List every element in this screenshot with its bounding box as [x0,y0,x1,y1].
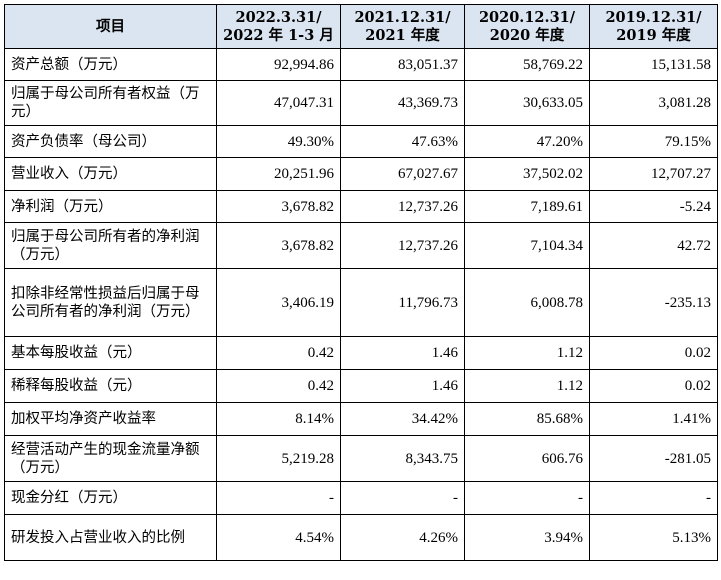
header-2022q1: 2022.3.31/2022 年 1-3 月 [216,4,341,49]
cell-value: -235.13 [589,268,718,337]
cell-value: 30,633.05 [464,80,590,126]
cell-value: 43,369.73 [340,80,465,126]
cell-value: - [464,481,590,515]
cell-value: 6,008.78 [464,268,590,337]
cell-value: -281.05 [589,435,718,482]
cell-value: 20,251.96 [216,157,341,191]
cell-value: 37,502.02 [464,157,590,191]
financial-table: 项目 2022.3.31/2022 年 1-3 月 2021.12.31/202… [4,4,718,561]
cell-value: 12,737.26 [340,222,465,269]
cell-value: 1.12 [464,336,590,370]
cell-value: 15,131.58 [589,48,718,81]
cell-value: 11,796.73 [340,268,465,337]
cell-value: 1.46 [340,336,465,370]
cell-value: 47,047.31 [216,80,341,126]
cell-value: 47.63% [340,125,465,158]
row-label: 扣除非经常性损益后归属于母公司所有者的净利润（万元） [4,268,217,337]
cell-value: 3,406.19 [216,268,341,337]
header-2020: 2020.12.31/2020 年度 [464,4,590,49]
cell-value: 49.30% [216,125,341,158]
row-label: 资产负债率（母公司） [4,125,217,158]
row-label: 研发投入占营业收入的比例 [4,514,217,561]
cell-value: - [589,481,718,515]
cell-value: 0.42 [216,336,341,370]
cell-value: - [340,481,465,515]
cell-value: 1.41% [589,402,718,436]
cell-value: 4.26% [340,514,465,561]
cell-value: 85.68% [464,402,590,436]
cell-value: 4.54% [216,514,341,561]
cell-value: 1.12 [464,369,590,403]
row-label: 稀释每股收益（元） [4,369,217,403]
cell-value: 0.02 [589,336,718,370]
table-row: 经营活动产生的现金流量净额（万元） 5,219.28 8,343.75 606.… [4,435,718,482]
cell-value: 42.72 [589,222,718,269]
table-row: 净利润（万元） 3,678.82 12,737.26 7,189.61 -5.2… [4,190,718,223]
cell-value: 3,081.28 [589,80,718,126]
cell-value: - [216,481,341,515]
cell-value: 7,189.61 [464,190,590,223]
cell-value: 7,104.34 [464,222,590,269]
cell-value: 0.42 [216,369,341,403]
cell-value: 12,737.26 [340,190,465,223]
table-row: 归属于母公司所有者权益（万元） 47,047.31 43,369.73 30,6… [4,80,718,126]
table-row: 资产负债率（母公司） 49.30% 47.63% 47.20% 79.15% [4,125,718,158]
row-label: 资产总额（万元） [4,48,217,81]
cell-value: 58,769.22 [464,48,590,81]
row-label: 营业收入（万元） [4,157,217,191]
table-row: 营业收入（万元） 20,251.96 67,027.67 37,502.02 1… [4,157,718,191]
cell-value: 3,678.82 [216,222,341,269]
cell-value: 0.02 [589,369,718,403]
cell-value: 8.14% [216,402,341,436]
table-row: 稀释每股收益（元） 0.42 1.46 1.12 0.02 [4,369,718,403]
cell-value: 5.13% [589,514,718,561]
cell-value: 92,994.86 [216,48,341,81]
cell-value: 47.20% [464,125,590,158]
cell-value: 3,678.82 [216,190,341,223]
header-row: 项目 2022.3.31/2022 年 1-3 月 2021.12.31/202… [4,4,718,49]
row-label: 净利润（万元） [4,190,217,223]
row-label: 现金分红（万元） [4,481,217,515]
table-row: 归属于母公司所有者的净利润（万元） 3,678.82 12,737.26 7,1… [4,222,718,269]
cell-value: 34.42% [340,402,465,436]
row-label: 归属于母公司所有者的净利润（万元） [4,222,217,269]
table-row: 现金分红（万元） - - - - [4,481,718,515]
cell-value: 8,343.75 [340,435,465,482]
row-label: 加权平均净资产收益率 [4,402,217,436]
cell-value: 83,051.37 [340,48,465,81]
cell-value: 79.15% [589,125,718,158]
row-label: 经营活动产生的现金流量净额（万元） [4,435,217,482]
cell-value: 12,707.27 [589,157,718,191]
header-2021: 2021.12.31/2021 年度 [340,4,465,49]
cell-value: 1.46 [340,369,465,403]
cell-value: 67,027.67 [340,157,465,191]
table-row: 扣除非经常性损益后归属于母公司所有者的净利润（万元） 3,406.19 11,7… [4,268,718,337]
cell-value: -5.24 [589,190,718,223]
cell-value: 3.94% [464,514,590,561]
row-label: 归属于母公司所有者权益（万元） [4,80,217,126]
table-row: 加权平均净资产收益率 8.14% 34.42% 85.68% 1.41% [4,402,718,436]
table-row: 基本每股收益（元） 0.42 1.46 1.12 0.02 [4,336,718,370]
row-label: 基本每股收益（元） [4,336,217,370]
header-2019: 2019.12.31/2019 年度 [589,4,718,49]
table-row: 研发投入占营业收入的比例 4.54% 4.26% 3.94% 5.13% [4,514,718,561]
cell-value: 5,219.28 [216,435,341,482]
cell-value: 606.76 [464,435,590,482]
header-item: 项目 [4,4,217,49]
table-row: 资产总额（万元） 92,994.86 83,051.37 58,769.22 1… [4,48,718,81]
